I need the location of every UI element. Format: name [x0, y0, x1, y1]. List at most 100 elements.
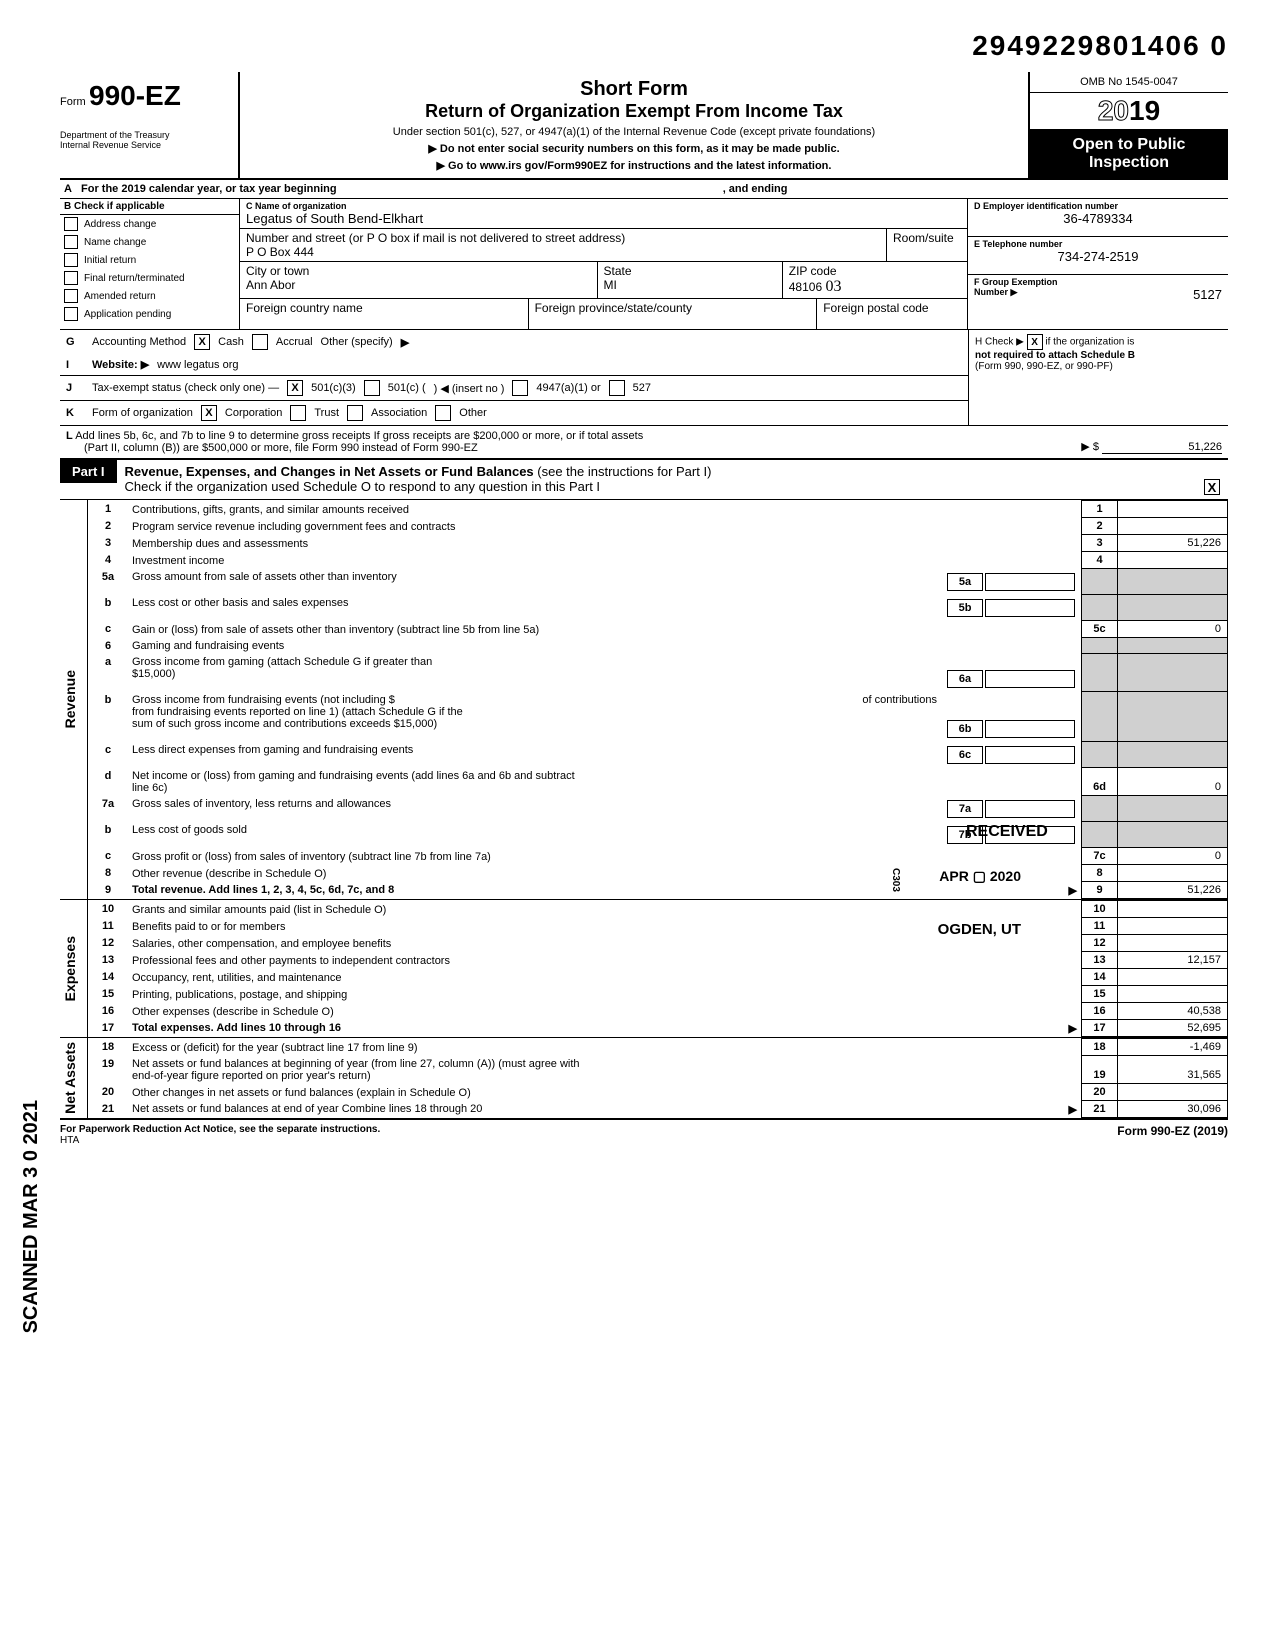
chk-address-change[interactable]	[64, 217, 78, 231]
ln16-box: 16	[1082, 1003, 1118, 1020]
form-id-cell: Form 990-EZ Department of the Treasury I…	[60, 72, 240, 178]
open-public-badge: Open to Public Inspection	[1030, 130, 1228, 178]
ln11-val	[1118, 918, 1228, 935]
ln6b-shade2	[1118, 692, 1228, 742]
chk-amended[interactable]	[64, 289, 78, 303]
ln2-box: 2	[1082, 518, 1118, 535]
ln10-box: 10	[1082, 901, 1118, 918]
H-text3: not required to attach Schedule B	[975, 350, 1222, 361]
ln6b-mb: 6b	[947, 720, 983, 738]
chk-initial-return[interactable]	[64, 253, 78, 267]
ln16-val: 40,538	[1118, 1003, 1228, 1020]
c-zip-handwritten: 03	[825, 278, 841, 295]
F-label2: Number ▶	[974, 287, 1017, 302]
ln7b-mv: RECEIVED	[985, 826, 1075, 844]
part1-title2: (see the instructions for Part I)	[534, 464, 712, 479]
year-solid: 19	[1129, 95, 1160, 126]
ln15-num: 15	[88, 986, 128, 1003]
lbl-527: 527	[633, 382, 651, 394]
ln3-desc: Membership dues and assessments	[128, 535, 1082, 552]
chk-trust[interactable]	[290, 405, 306, 421]
c-state-value: MI	[604, 278, 776, 292]
side-expenses: Expenses	[62, 936, 86, 1001]
page-footer: For Paperwork Reduction Act Notice, see …	[60, 1120, 1228, 1146]
ln6-num: 6	[88, 638, 128, 654]
chk-pending[interactable]	[64, 307, 78, 321]
ln7c-val: 0	[1118, 848, 1228, 865]
chk-association[interactable]	[347, 405, 363, 421]
subtitle-ssn: ▶ Do not enter social security numbers o…	[252, 142, 1016, 155]
c-name-row: C Name of organization Legatus of South …	[240, 199, 967, 229]
part1-header: Part I Revenue, Expenses, and Changes in…	[60, 460, 1228, 500]
chk-accrual[interactable]	[252, 334, 268, 350]
ln14-num: 14	[88, 969, 128, 986]
ln3-box: 3	[1082, 535, 1118, 552]
H-text2: if the organization is	[1045, 337, 1134, 348]
ln7c-box: 7c	[1082, 848, 1118, 865]
J-letter: J	[66, 382, 84, 394]
E-value: 734-274-2519	[974, 249, 1222, 264]
side-netassets: Net Assets	[62, 1042, 86, 1114]
ln9-box: 9	[1082, 882, 1118, 899]
ln6c-desc: Less direct expenses from gaming and fun…	[132, 744, 413, 756]
chk-name-change[interactable]	[64, 235, 78, 249]
chk-501c3[interactable]: X	[287, 380, 303, 396]
chk-part1-schedO[interactable]: X	[1204, 479, 1220, 495]
ln4-desc: Investment income	[128, 552, 1082, 569]
L-letter: L	[66, 430, 73, 442]
chk-4947[interactable]	[512, 380, 528, 396]
chk-corporation[interactable]: X	[201, 405, 217, 421]
ln10-num: 10	[88, 901, 128, 918]
lbl-pending: Application pending	[84, 309, 171, 320]
side-revenue: Revenue	[62, 670, 86, 728]
title-cell: Short Form Return of Organization Exempt…	[240, 72, 1028, 178]
c-foreign-postal: Foreign postal code	[823, 301, 961, 315]
ln14-box: 14	[1082, 969, 1118, 986]
footer-right: Form 990-EZ (2019)	[1117, 1124, 1228, 1146]
chk-other-org[interactable]	[435, 405, 451, 421]
lbl-4947: 4947(a)(1) or	[536, 382, 600, 394]
ln5a-num: 5a	[88, 569, 128, 595]
c-state-label: State	[604, 264, 776, 278]
ln20-box: 20	[1082, 1084, 1118, 1101]
lbl-address-change: Address change	[84, 219, 156, 230]
chk-cash[interactable]: X	[194, 334, 210, 350]
ln6b-desc3: from fundraising events reported on line…	[132, 706, 463, 718]
H-text4: (Form 990, 990-EZ, or 990-PF)	[975, 361, 1222, 372]
chk-527[interactable]	[609, 380, 625, 396]
chk-501c[interactable]	[364, 380, 380, 396]
lbl-501c: 501(c) (	[388, 382, 426, 394]
D-ein-row: D Employer identification number 36-4789…	[968, 199, 1228, 237]
ln5b-shade	[1082, 595, 1118, 621]
ln20-desc: Other changes in net assets or fund bala…	[128, 1084, 1082, 1101]
ln6a-desc: Gross income from gaming (attach Schedul…	[132, 656, 432, 668]
B-header: Check if applicable	[74, 201, 165, 212]
ln6c-num: c	[88, 742, 128, 768]
c-zip-value: 48106	[789, 280, 822, 294]
stamp-ogden: OGDEN, UT	[938, 921, 1021, 938]
chk-final-return[interactable]	[64, 271, 78, 285]
ln5c-box: 5c	[1082, 621, 1118, 638]
scanned-stamp: SCANNED MAR 3 0 2021	[20, 1100, 43, 1333]
chk-H[interactable]: X	[1027, 334, 1043, 350]
ln19-val: 31,565	[1118, 1056, 1228, 1084]
ln6d-num: d	[88, 768, 128, 796]
lbl-accrual: Accrual	[276, 336, 313, 348]
tax-year: 2019	[1030, 93, 1228, 130]
ln7a-desc: Gross sales of inventory, less returns a…	[132, 798, 391, 810]
ln21-arrow: ▶	[1069, 1103, 1077, 1116]
ln5c-desc: Gain or (loss) from sale of assets other…	[128, 621, 1082, 638]
ln5b-mv	[985, 599, 1075, 617]
c-city-value: Ann Abor	[246, 278, 591, 292]
ln10-val	[1118, 901, 1228, 918]
ln6d-desc2: line 6c)	[132, 782, 167, 794]
ln5a-desc: Gross amount from sale of assets other t…	[132, 571, 397, 583]
G-label: Accounting Method	[92, 336, 186, 348]
ln6a-mv	[985, 670, 1075, 688]
ln17-box: 17	[1082, 1020, 1118, 1037]
ln5a-shade2	[1118, 569, 1228, 595]
ln13-box: 13	[1082, 952, 1118, 969]
ln11-box: 11	[1082, 918, 1118, 935]
ln4-val	[1118, 552, 1228, 569]
lbl-other-method: Other (specify)	[321, 336, 393, 348]
